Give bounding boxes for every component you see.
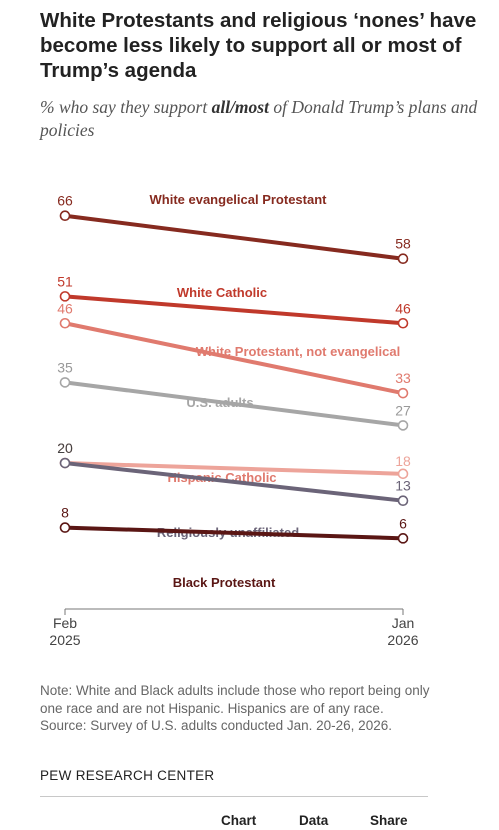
data-point bbox=[397, 253, 409, 265]
data-label: 20 bbox=[57, 440, 73, 456]
data-label: 27 bbox=[395, 402, 411, 418]
chart-title: White Protestants and religious ‘nones’ … bbox=[40, 9, 477, 82]
data-point bbox=[397, 495, 409, 506]
series-label: White Protestant, not evangelical bbox=[196, 344, 400, 359]
data-label: 51 bbox=[57, 273, 73, 289]
series-label: White evangelical Protestant bbox=[150, 192, 328, 207]
subtitle-prefix: % who say they support bbox=[40, 97, 212, 117]
note-text: Note: White and Black adults include tho… bbox=[40, 683, 430, 716]
x-tick-label: 2026 bbox=[387, 632, 418, 648]
data-point bbox=[397, 468, 409, 480]
series-line bbox=[63, 525, 405, 541]
data-label: 8 bbox=[61, 505, 69, 521]
data-point bbox=[59, 377, 71, 388]
tab-chart[interactable]: Chart bbox=[221, 813, 257, 828]
data-label: 6 bbox=[399, 515, 407, 531]
data-label: 13 bbox=[395, 478, 411, 494]
subtitle-suffix: of Donald Trump’s plans and policies bbox=[40, 97, 478, 140]
x-tick-label: Jan bbox=[392, 615, 415, 631]
series-label: Hispanic Catholic bbox=[167, 470, 276, 485]
data-label: 33 bbox=[395, 370, 411, 386]
tab-share[interactable]: Share bbox=[370, 813, 408, 828]
source-text: Source: Survey of U.S. adults conducted … bbox=[40, 718, 392, 733]
series-label: Black Protestant bbox=[173, 575, 276, 590]
data-point bbox=[397, 420, 409, 431]
chart-notes: Note: White and Black adults include tho… bbox=[40, 682, 450, 735]
brand-name: PEW RESEARCH CENTER bbox=[40, 768, 215, 783]
series-line bbox=[63, 321, 405, 396]
data-label: 46 bbox=[57, 300, 73, 316]
series-label: U.S. adults bbox=[186, 395, 253, 410]
data-label: 46 bbox=[395, 300, 411, 316]
x-tick-label: 2025 bbox=[49, 632, 80, 648]
series-line bbox=[63, 213, 405, 261]
data-point bbox=[397, 533, 409, 544]
data-label: 66 bbox=[57, 193, 73, 209]
chart-subtitle: % who say they support all/most of Donal… bbox=[40, 96, 480, 142]
series-line bbox=[63, 294, 405, 326]
data-point bbox=[59, 457, 71, 469]
data-label: 18 bbox=[395, 453, 411, 469]
subtitle-emphasis: all/most bbox=[211, 97, 269, 117]
tab-data[interactable]: Data bbox=[299, 813, 329, 828]
divider bbox=[40, 796, 428, 797]
data-point bbox=[59, 291, 71, 302]
series-line bbox=[63, 461, 405, 476]
chart-tabs: Chart Data Share bbox=[0, 813, 499, 830]
data-point bbox=[59, 317, 71, 329]
data-label: 58 bbox=[395, 236, 411, 252]
data-point bbox=[59, 522, 71, 533]
x-tick-label: Feb bbox=[53, 615, 77, 631]
series-line bbox=[63, 380, 405, 428]
series-label: White Catholic bbox=[177, 285, 267, 300]
data-point bbox=[397, 317, 409, 329]
series-line bbox=[63, 461, 405, 503]
data-label: 20 bbox=[57, 440, 73, 456]
data-label: 35 bbox=[57, 359, 73, 375]
data-point bbox=[397, 387, 409, 399]
data-point bbox=[59, 210, 71, 222]
